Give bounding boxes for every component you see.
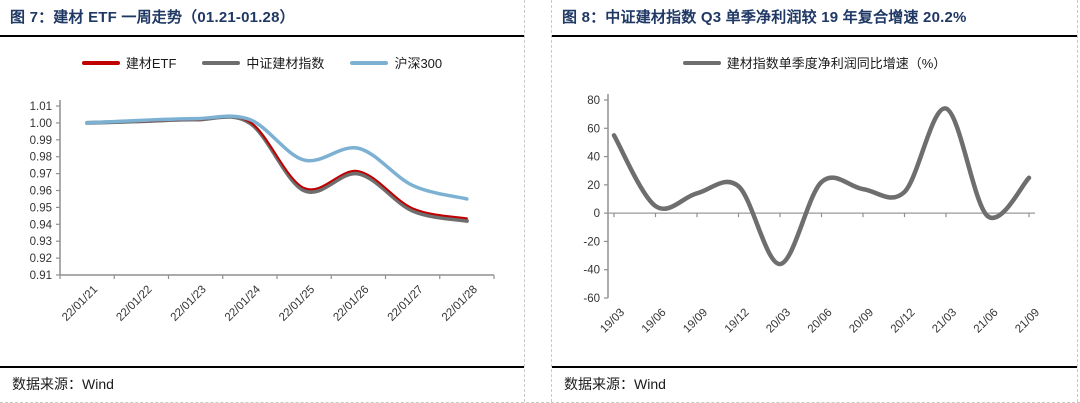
- svg-text:19/09: 19/09: [681, 307, 710, 336]
- figure-8-legend: 建材指数单季度净利润同比增速（%）: [552, 53, 1077, 72]
- svg-text:-40: -40: [583, 265, 600, 277]
- legend-line-swatch: [81, 60, 120, 65]
- figure-8-source: 数据来源：Wind: [552, 366, 1077, 402]
- svg-text:0.99: 0.99: [30, 135, 52, 147]
- svg-text:60: 60: [587, 123, 600, 135]
- svg-text:22/01/25: 22/01/25: [277, 284, 317, 324]
- svg-text:21/09: 21/09: [1013, 307, 1042, 336]
- svg-text:0.94: 0.94: [30, 219, 53, 231]
- svg-text:20/09: 20/09: [847, 307, 876, 336]
- svg-text:19/06: 19/06: [640, 307, 669, 336]
- svg-text:0.97: 0.97: [30, 169, 52, 181]
- legend-item-hushen300: 沪深300: [350, 53, 442, 72]
- svg-text:0: 0: [594, 208, 600, 220]
- line-chart-svg: 1.01 1.00 0.99 0.98 0.97 0.96 0.95 0.94 0.93 0.92…: [30, 100, 495, 324]
- legend-label: 中证建材指数: [246, 56, 325, 71]
- svg-text:20: 20: [587, 180, 600, 192]
- figure-7-panel: 图 7：建材 ETF 一周走势（01.21-01.28） 建材ETF 中证建材指…: [0, 0, 525, 402]
- svg-text:20/06: 20/06: [806, 307, 835, 336]
- svg-text:22/01/23: 22/01/23: [169, 284, 209, 324]
- svg-text:40: 40: [587, 152, 600, 164]
- svg-text:0.93: 0.93: [30, 236, 52, 248]
- legend-item-zhongzheng-index: 中证建材指数: [202, 53, 324, 72]
- svg-text:20/12: 20/12: [889, 307, 918, 336]
- svg-text:21/03: 21/03: [930, 307, 959, 336]
- svg-text:22/01/22: 22/01/22: [114, 284, 154, 324]
- legend-line-swatch: [202, 60, 241, 65]
- svg-text:1.00: 1.00: [30, 118, 52, 130]
- legend-item-profit-growth: 建材指数单季度净利润同比增速（%）: [682, 53, 947, 72]
- svg-text:0.92: 0.92: [30, 253, 52, 265]
- figure-7-title: 图 7：建材 ETF 一周走势（01.21-01.28）: [0, 0, 524, 37]
- figure-8-title: 图 8：中证建材指数 Q3 单季净利润较 19 年复合增速 20.2%: [552, 0, 1077, 37]
- figure-7-chart: 建材ETF 中证建材指数 沪深300 1.01 1.00 0.99 0.98 0.97 0…: [0, 37, 524, 366]
- figure-8-panel: 图 8：中证建材指数 Q3 单季净利润较 19 年复合增速 20.2% 建材指数…: [551, 0, 1078, 402]
- legend-line-swatch: [350, 60, 389, 65]
- figure-7-legend: 建材ETF 中证建材指数 沪深300: [0, 53, 524, 72]
- svg-text:21/06: 21/06: [972, 307, 1001, 336]
- legend-line-swatch: [682, 60, 721, 65]
- legend-item-jiancai-etf: 建材ETF: [81, 53, 177, 72]
- legend-label: 沪深300: [394, 56, 443, 71]
- svg-text:-20: -20: [583, 236, 600, 248]
- svg-text:0.95: 0.95: [30, 202, 52, 214]
- svg-text:22/01/24: 22/01/24: [223, 283, 264, 324]
- legend-label: 建材指数单季度净利润同比增速（%）: [726, 56, 947, 71]
- svg-text:22/01/21: 22/01/21: [60, 284, 100, 324]
- svg-text:1.01: 1.01: [30, 101, 52, 113]
- svg-text:19/03: 19/03: [598, 307, 627, 336]
- svg-text:20/03: 20/03: [764, 307, 793, 336]
- svg-text:0.98: 0.98: [30, 152, 52, 164]
- svg-text:22/01/28: 22/01/28: [440, 284, 480, 324]
- svg-text:0.91: 0.91: [30, 270, 52, 282]
- figure-7-source: 数据来源：Wind: [0, 366, 524, 402]
- svg-text:22/01/27: 22/01/27: [386, 284, 426, 324]
- svg-text:19/12: 19/12: [723, 307, 752, 336]
- legend-label: 建材ETF: [125, 56, 177, 71]
- line-chart-svg: 80 60 40 20 0 -20 -40 -60 19/03 19/06 19/09 19/12 20…: [583, 94, 1042, 336]
- svg-text:80: 80: [587, 95, 600, 107]
- svg-text:-60: -60: [583, 293, 600, 305]
- svg-text:0.96: 0.96: [30, 186, 52, 198]
- svg-text:22/01/26: 22/01/26: [331, 284, 371, 324]
- figure-8-chart: 建材指数单季度净利润同比增速（%） 80 60 40 20 0 -20 -40 -60 19/0…: [552, 37, 1077, 366]
